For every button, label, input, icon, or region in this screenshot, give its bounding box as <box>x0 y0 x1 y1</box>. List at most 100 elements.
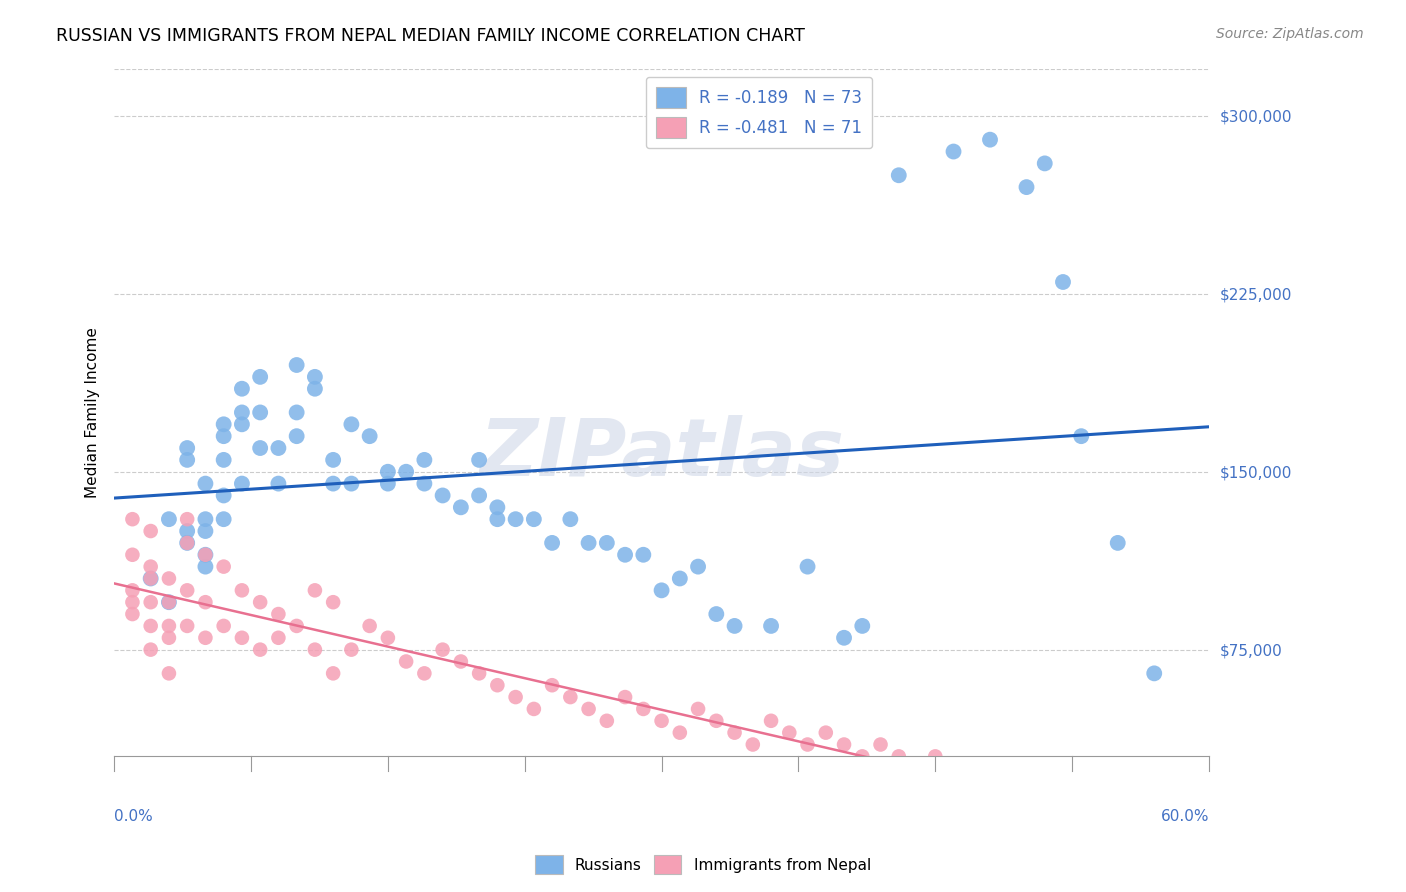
Point <box>686 702 709 716</box>
Point <box>304 369 326 384</box>
Point <box>560 512 582 526</box>
Point <box>924 749 946 764</box>
Point <box>157 666 180 681</box>
Point <box>340 476 363 491</box>
Point <box>377 465 399 479</box>
Point <box>851 619 873 633</box>
Point <box>541 678 564 692</box>
Point <box>359 429 381 443</box>
Text: 0.0%: 0.0% <box>114 808 153 823</box>
Point <box>249 441 271 455</box>
Point <box>249 642 271 657</box>
Point <box>669 725 692 739</box>
Point <box>139 619 162 633</box>
Point <box>979 133 1001 147</box>
Point <box>395 465 418 479</box>
Point <box>413 476 436 491</box>
Point <box>139 559 162 574</box>
Point <box>377 631 399 645</box>
Point <box>796 559 818 574</box>
Point <box>304 382 326 396</box>
Point <box>905 761 928 775</box>
Point <box>796 738 818 752</box>
Point <box>267 441 290 455</box>
Point <box>1015 180 1038 194</box>
Point <box>285 405 308 419</box>
Point <box>468 453 491 467</box>
Point <box>194 631 217 645</box>
Point <box>157 595 180 609</box>
Legend: Russians, Immigrants from Nepal: Russians, Immigrants from Nepal <box>529 849 877 880</box>
Point <box>832 738 855 752</box>
Point <box>304 642 326 657</box>
Point <box>304 583 326 598</box>
Point <box>413 453 436 467</box>
Point <box>942 761 965 775</box>
Point <box>249 369 271 384</box>
Point <box>960 773 983 788</box>
Point <box>723 725 745 739</box>
Point <box>212 429 235 443</box>
Point <box>121 583 143 598</box>
Point <box>176 619 198 633</box>
Point <box>340 417 363 432</box>
Point <box>523 512 546 526</box>
Point <box>723 619 745 633</box>
Point <box>505 512 527 526</box>
Point <box>596 536 619 550</box>
Point <box>176 536 198 550</box>
Point <box>157 631 180 645</box>
Point <box>212 619 235 633</box>
Point <box>578 536 600 550</box>
Point <box>869 738 891 752</box>
Point <box>157 572 180 586</box>
Point <box>231 382 253 396</box>
Point <box>121 512 143 526</box>
Point <box>194 512 217 526</box>
Point <box>121 548 143 562</box>
Point <box>121 595 143 609</box>
Point <box>249 595 271 609</box>
Point <box>157 512 180 526</box>
Point <box>486 512 509 526</box>
Point <box>633 548 655 562</box>
Point <box>322 595 344 609</box>
Point <box>194 559 217 574</box>
Point <box>231 417 253 432</box>
Point <box>523 702 546 716</box>
Point <box>194 524 217 538</box>
Point <box>322 453 344 467</box>
Point <box>157 595 180 609</box>
Point <box>1143 666 1166 681</box>
Point <box>267 631 290 645</box>
Legend: R = -0.189   N = 73, R = -0.481   N = 71: R = -0.189 N = 73, R = -0.481 N = 71 <box>645 77 872 148</box>
Point <box>212 417 235 432</box>
Point <box>285 358 308 372</box>
Point <box>231 476 253 491</box>
Point <box>686 559 709 574</box>
Point <box>121 607 143 621</box>
Point <box>450 655 472 669</box>
Point <box>176 453 198 467</box>
Point <box>596 714 619 728</box>
Point <box>468 666 491 681</box>
Point <box>633 702 655 716</box>
Point <box>887 749 910 764</box>
Text: RUSSIAN VS IMMIGRANTS FROM NEPAL MEDIAN FAMILY INCOME CORRELATION CHART: RUSSIAN VS IMMIGRANTS FROM NEPAL MEDIAN … <box>56 27 806 45</box>
Point <box>759 714 782 728</box>
Point <box>651 714 673 728</box>
Point <box>285 429 308 443</box>
Point <box>432 488 454 502</box>
Point <box>578 702 600 716</box>
Text: ZIPatlas: ZIPatlas <box>479 415 844 492</box>
Text: 60.0%: 60.0% <box>1160 808 1209 823</box>
Point <box>139 595 162 609</box>
Point <box>704 714 727 728</box>
Point <box>395 655 418 669</box>
Point <box>340 642 363 657</box>
Point <box>942 145 965 159</box>
Point <box>432 642 454 657</box>
Point <box>231 583 253 598</box>
Point <box>249 405 271 419</box>
Point <box>231 631 253 645</box>
